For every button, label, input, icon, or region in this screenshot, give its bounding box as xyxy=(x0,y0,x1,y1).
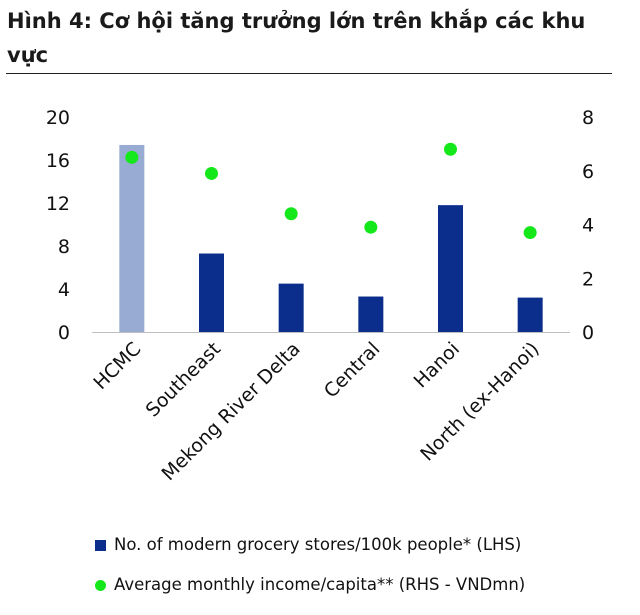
category-label-0: HCMC xyxy=(89,338,145,394)
legend-dot-swatch xyxy=(95,580,106,591)
income-dot-0 xyxy=(125,150,139,164)
bar-1 xyxy=(199,253,224,332)
left-axis-tick-2: 8 xyxy=(58,236,70,258)
legend-item-bars: No. of modern grocery stores/100k people… xyxy=(95,535,521,554)
right-axis-tick-3: 6 xyxy=(582,161,594,183)
bar-0 xyxy=(119,144,145,332)
bar-2 xyxy=(278,283,304,332)
left-axis-tick-0: 0 xyxy=(58,322,70,344)
legend-item-dots: Average monthly income/capita** (RHS - V… xyxy=(95,575,525,594)
income-dot-5 xyxy=(523,226,537,240)
right-axis-tick-4: 8 xyxy=(582,107,594,129)
right-axis-tick-2: 4 xyxy=(582,215,594,237)
category-label-3: Central xyxy=(320,338,384,402)
bar-5 xyxy=(517,297,543,332)
left-axis-tick-5: 20 xyxy=(46,107,70,129)
category-label-1: Southeast xyxy=(142,338,225,421)
category-label-2: Mekong River Delta xyxy=(158,338,305,485)
income-dot-3 xyxy=(364,220,378,234)
category-label-4: Hanoi xyxy=(410,338,464,392)
legend-dots-label: Average monthly income/capita** (RHS - V… xyxy=(114,575,526,594)
legend-bars-label: No. of modern grocery stores/100k people… xyxy=(114,535,522,554)
left-axis-tick-4: 16 xyxy=(46,150,70,172)
bar-3 xyxy=(358,296,384,332)
right-axis-tick-0: 0 xyxy=(582,322,594,344)
income-dot-2 xyxy=(284,207,298,221)
income-dot-1 xyxy=(205,166,218,180)
left-axis-tick-1: 4 xyxy=(58,279,70,301)
income-dot-4 xyxy=(444,142,457,156)
bar-4 xyxy=(438,205,463,332)
right-axis-tick-1: 2 xyxy=(582,268,594,290)
title-divider xyxy=(6,73,612,74)
chart-title: Hình 4: Cơ hội tăng trưởng lớn trên khắp… xyxy=(7,9,586,67)
legend-bar-swatch xyxy=(95,540,106,551)
left-axis-tick-3: 12 xyxy=(46,193,70,215)
